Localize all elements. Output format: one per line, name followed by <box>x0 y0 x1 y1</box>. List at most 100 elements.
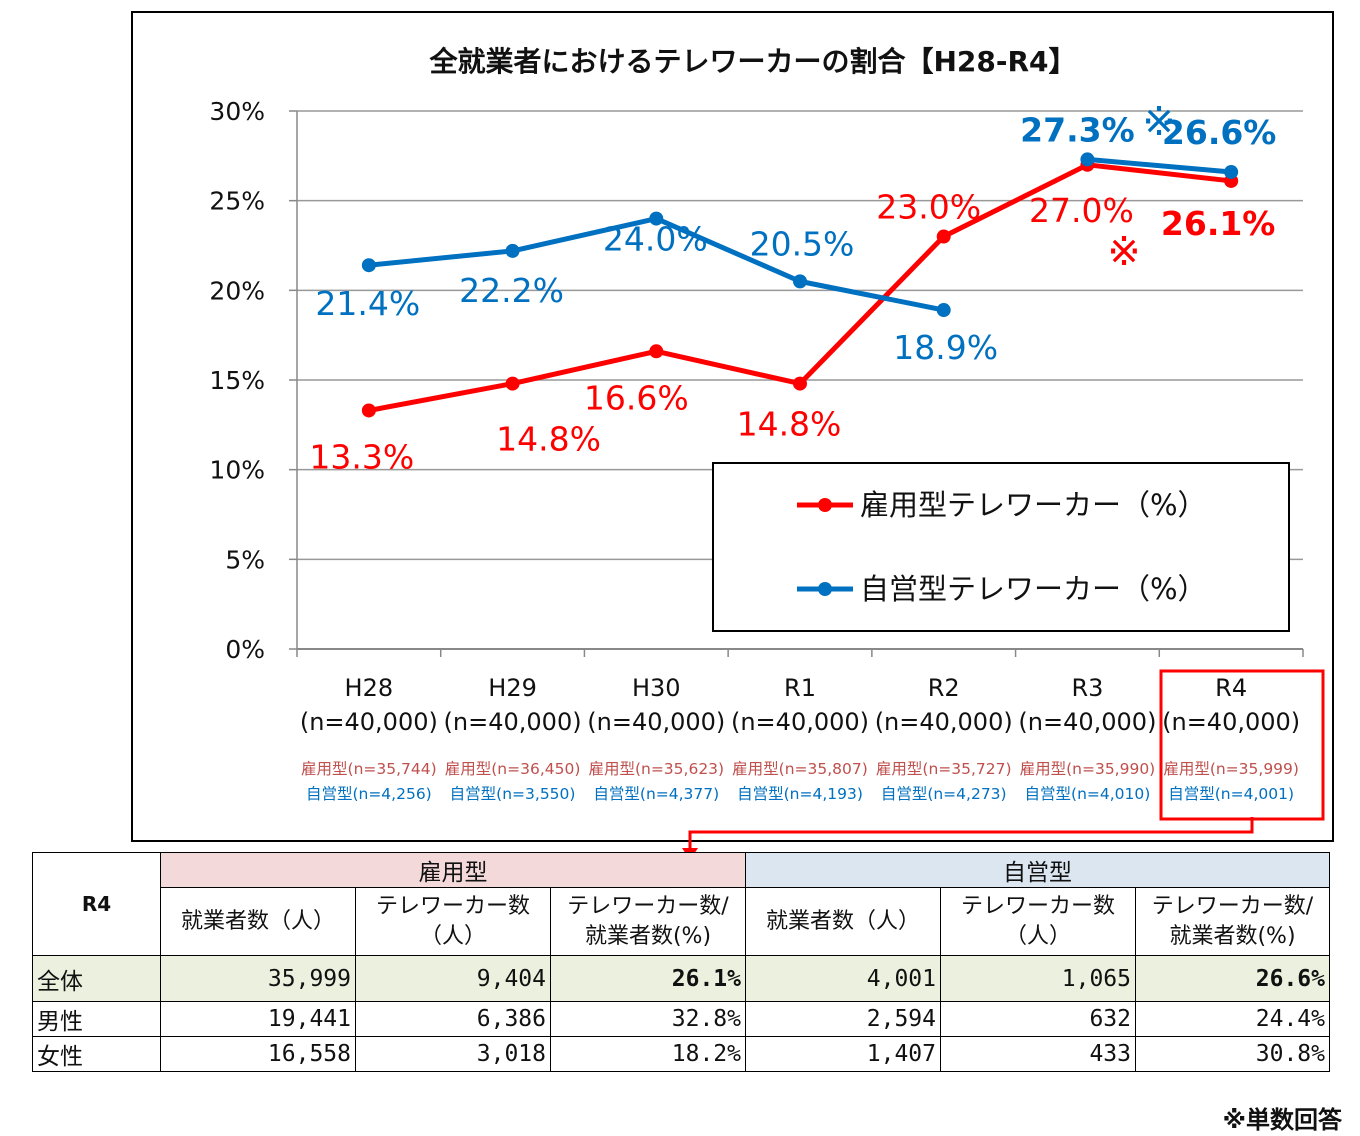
col-workers-self: 就業者数（人） <box>745 887 941 956</box>
cell: 19,441 <box>160 1001 356 1037</box>
x-sub-n-employed: 雇用型(n=35,623) <box>588 760 724 778</box>
data-label-self: 20.5% <box>750 224 855 263</box>
legend-employed-marker <box>818 498 832 512</box>
cell: 1,065 <box>940 955 1136 1002</box>
data-label-self: 26.6% <box>1162 113 1277 152</box>
legend-employed-label: 雇用型テレワーカー（%） <box>860 488 1207 522</box>
cell: 16,558 <box>160 1036 356 1072</box>
data-label-self: 27.3% <box>1020 110 1135 149</box>
x-sub-n-self: 自営型(n=4,377) <box>593 785 719 803</box>
group-self-header: 自営型 <box>745 852 1330 888</box>
cell: 6,386 <box>355 1001 551 1037</box>
point-self <box>936 303 951 318</box>
point-employed <box>793 376 807 391</box>
cell: 18.2% <box>550 1036 746 1072</box>
cell: 35,999 <box>160 955 356 1002</box>
x-tick-n-label: (n=40,000) <box>587 708 725 736</box>
point-self <box>1080 152 1095 167</box>
x-sub-n-self: 自営型(n=4,273) <box>881 785 1007 803</box>
chart-frame: 全就業者におけるテレワーカーの割合【H28-R4】 0% 5% 10% 15% 20% 2… <box>131 11 1334 842</box>
r4-breakdown-table: R4 雇用型 自営型 就業者数（人） テレワーカー数 （人） テレワーカー数/就業… <box>32 852 1330 1072</box>
data-label-self: 21.4% <box>315 284 420 323</box>
annotation-mark-employed: ※ <box>1107 229 1141 275</box>
x-tick-n-label: (n=40,000) <box>731 708 869 736</box>
row-label: 女性 <box>32 1036 161 1072</box>
cell: 32.8% <box>550 1001 746 1037</box>
point-employed <box>361 403 376 418</box>
x-sub-n-self: 自営型(n=4,256) <box>306 785 432 803</box>
x-tick-n-label: (n=40,000) <box>444 708 582 736</box>
x-tick-label: H28 <box>345 674 394 702</box>
col-tele-employed: テレワーカー数 （人） <box>355 887 551 956</box>
data-label-employed: 16.6% <box>584 378 689 417</box>
x-sub-n-employed: 雇用型(n=36,450) <box>445 760 581 778</box>
col-workers-employed: 就業者数（人） <box>160 887 356 956</box>
cell: 4,001 <box>745 955 941 1002</box>
cell: 2,594 <box>745 1001 941 1037</box>
x-sub-n-employed: 雇用型(n=35,807) <box>732 760 868 778</box>
cell: 26.1% <box>550 955 746 1002</box>
x-tick-label: R1 <box>784 674 816 702</box>
x-sub-n-self: 自営型(n=4,010) <box>1025 785 1151 803</box>
data-label-employed: 23.0% <box>876 188 981 227</box>
y-tick-label: 20% <box>209 276 265 305</box>
legend-self-label: 自営型テレワーカー（%） <box>860 572 1207 606</box>
table-corner: R4 <box>32 852 161 956</box>
point-self <box>1224 164 1239 179</box>
point-self <box>793 274 807 289</box>
cell: 9,404 <box>355 955 551 1002</box>
row-label: 男性 <box>32 1001 161 1037</box>
data-label-employed: 14.8% <box>496 420 601 459</box>
y-tick-label: 10% <box>209 456 265 485</box>
cell: 433 <box>940 1036 1136 1072</box>
y-axis-ticks: 0% 5% 10% 15% 20% 25% 30% <box>209 97 265 664</box>
x-sub-n-employed: 雇用型(n=35,727) <box>876 760 1012 778</box>
table-row: 全体 35,999 9,404 26.1% 4,001 1,065 26.6% <box>32 955 1330 1002</box>
x-sub-n-self: 自営型(n=3,550) <box>450 785 576 803</box>
row-label: 全体 <box>32 955 161 1002</box>
point-employed <box>505 376 520 391</box>
x-tick-label: H30 <box>632 674 681 702</box>
data-label-self: 18.9% <box>893 328 998 367</box>
annotation-mark-self: ※ <box>1142 99 1176 145</box>
col-ratio-employed: テレワーカー数/就業者数(%) <box>550 887 746 956</box>
legend-self-marker <box>818 582 832 596</box>
cell: 24.4% <box>1135 1001 1330 1037</box>
data-label-self: 24.0% <box>603 220 708 259</box>
series <box>361 152 1239 418</box>
point-self <box>505 243 520 258</box>
chart-title: 全就業者におけるテレワーカーの割合【H28-R4】 <box>428 45 1076 78</box>
cell: 26.6% <box>1135 955 1330 1002</box>
col-tele-self: テレワーカー数 （人） <box>940 887 1136 956</box>
x-axis-ticks: H28 (n=40,000) 雇用型(n=35,744) 自営型(n=4,256) H2… <box>300 674 1300 803</box>
x-tick-n-label: (n=40,000) <box>1018 708 1156 736</box>
y-tick-label: 30% <box>209 97 265 126</box>
data-label-employed: 26.1% <box>1161 204 1276 243</box>
group-employed-header: 雇用型 <box>160 852 746 888</box>
x-sub-n-self: 自営型(n=4,193) <box>737 785 863 803</box>
data-label-self: 22.2% <box>459 271 564 310</box>
data-label-employed: 27.0% <box>1029 191 1134 230</box>
cell: 3,018 <box>355 1036 551 1072</box>
col-ratio-self: テレワーカー数/就業者数(%) <box>1135 887 1330 956</box>
cell: 30.8% <box>1135 1036 1330 1072</box>
x-tick-n-label: (n=40,000) <box>875 708 1013 736</box>
point-self <box>649 211 664 226</box>
y-tick-label: 25% <box>209 187 265 216</box>
x-tick-n-label: (n=40,000) <box>300 708 438 736</box>
x-sub-n-employed: 雇用型(n=35,990) <box>1020 760 1156 778</box>
cell: 632 <box>940 1001 1136 1037</box>
series-line-self <box>1087 156 1232 175</box>
data-label-employed: 14.8% <box>737 405 842 444</box>
x-tick-label: R2 <box>928 674 960 702</box>
y-tick-label: 0% <box>225 635 265 664</box>
footnote: ※単数回答 <box>1222 1106 1342 1134</box>
x-sub-n-self: 自営型(n=4,001) <box>1168 785 1294 803</box>
data-label-employed: 13.3% <box>309 437 414 476</box>
table-row: 男性 19,441 6,386 32.8% 2,594 632 24.4% <box>32 1001 1330 1037</box>
x-sub-n-employed: 雇用型(n=35,744) <box>301 760 437 778</box>
y-tick-label: 5% <box>225 545 265 574</box>
cell: 1,407 <box>745 1036 941 1072</box>
point-employed <box>936 229 951 244</box>
x-tick-label: R4 <box>1215 674 1247 702</box>
